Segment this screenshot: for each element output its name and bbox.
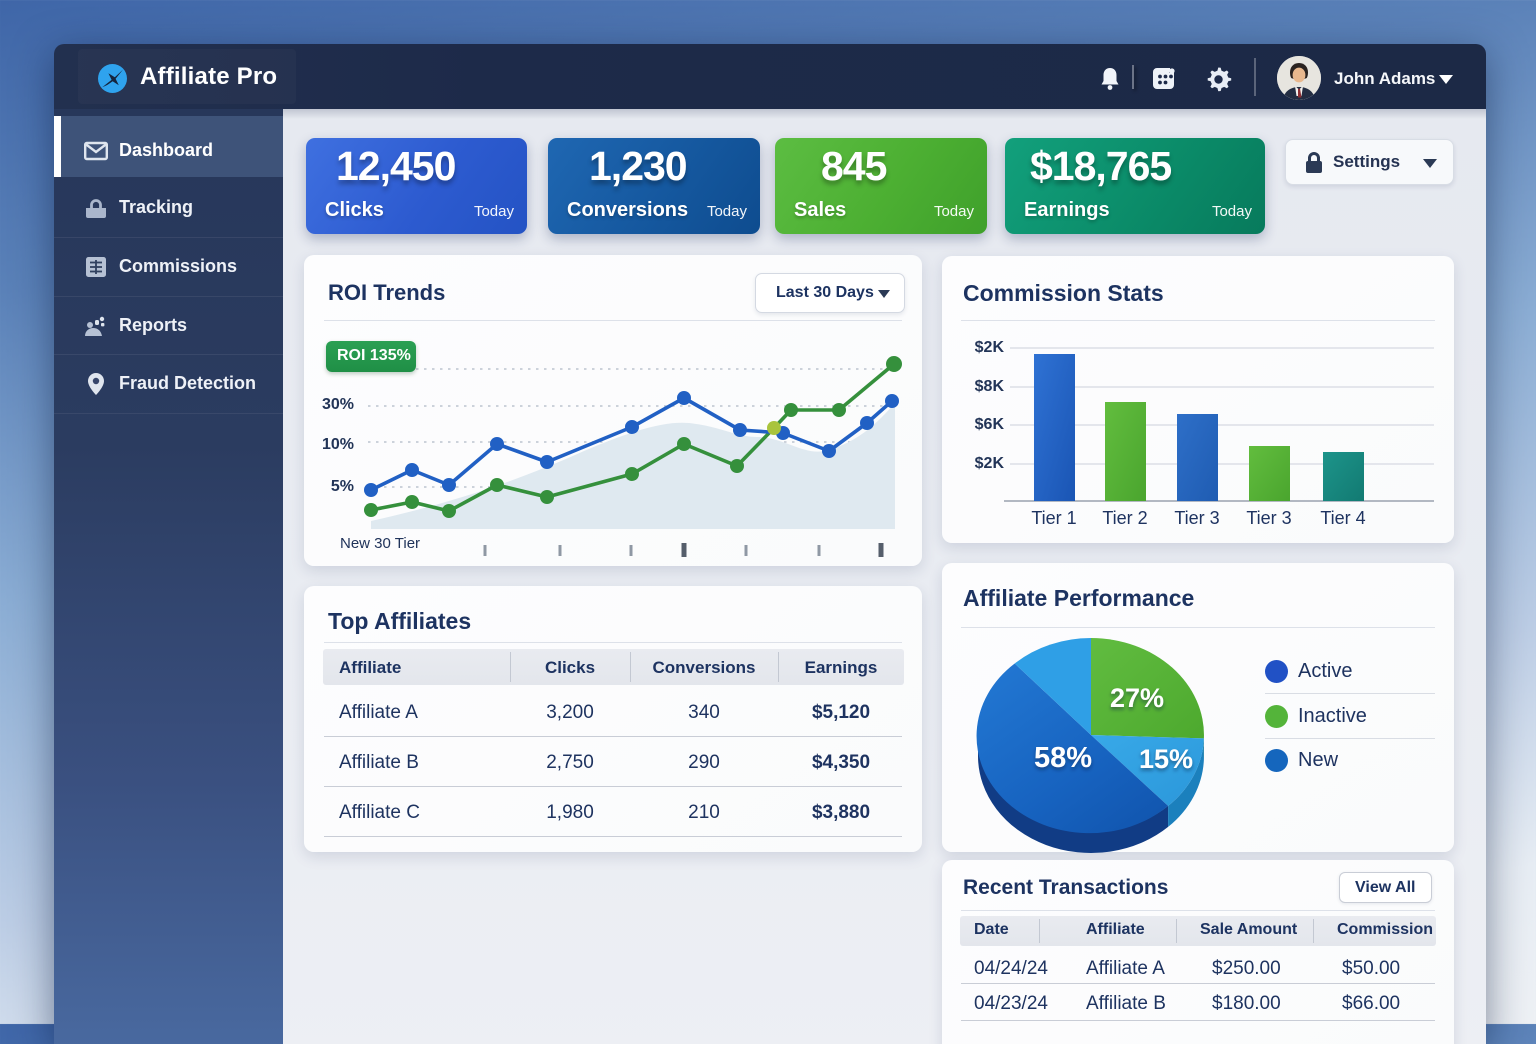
svg-text:15%: 15% (1139, 744, 1193, 774)
svg-text:58%: 58% (1034, 742, 1092, 774)
svg-text:27%: 27% (1110, 683, 1164, 713)
